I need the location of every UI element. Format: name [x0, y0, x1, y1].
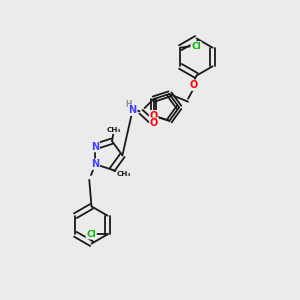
Text: H: H — [125, 100, 132, 109]
Text: O: O — [150, 118, 158, 128]
Text: Cl: Cl — [191, 42, 201, 51]
Text: Cl: Cl — [86, 230, 96, 239]
Text: O: O — [149, 111, 158, 121]
Text: O: O — [189, 80, 198, 90]
Text: N: N — [91, 159, 99, 169]
Text: CH₃: CH₃ — [116, 171, 131, 177]
Text: N: N — [128, 105, 137, 115]
Text: CH₃: CH₃ — [106, 127, 121, 133]
Text: N: N — [91, 142, 99, 152]
